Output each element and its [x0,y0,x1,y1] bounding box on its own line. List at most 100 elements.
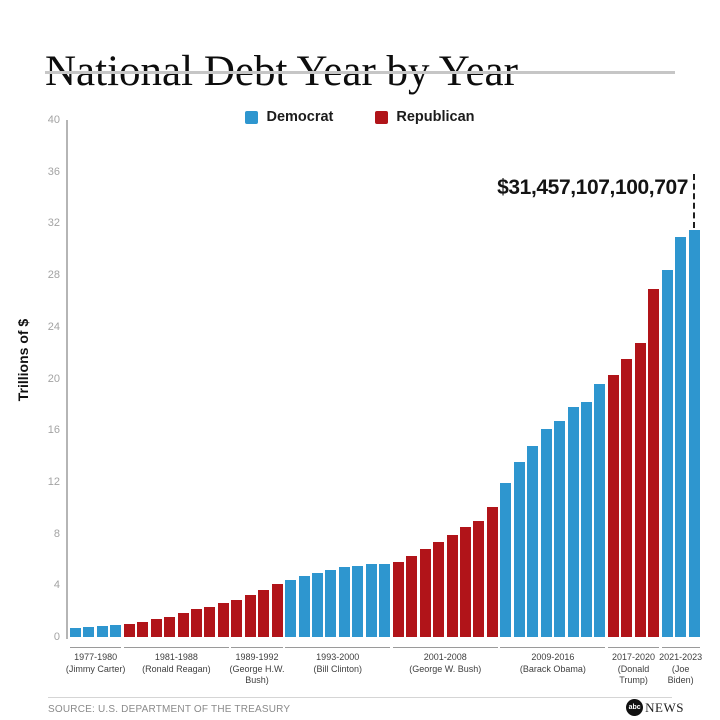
debt-bar [406,556,418,637]
group-underline [500,647,606,648]
y-axis-tick-label: 36 [47,165,60,178]
group-president: (George W. Bush) [409,663,482,674]
debt-bar [648,288,660,637]
group-label: 2001-2008 (George W. Bush) [409,652,481,675]
group-president: Bush) [245,675,269,685]
debt-bar [513,461,525,637]
debt-bar [137,622,149,637]
y-axis-title: Trillions of $ [15,318,31,402]
debt-bar [500,483,512,637]
debt-bar [473,520,485,637]
group-years: 2021-2023 [659,652,703,662]
group-underline [285,647,391,648]
group-years: 1989-1992 [235,652,279,662]
plot-area: 0 4 8 12 16 20 24 28 32 36 40 1977-1980 (Jimmy Cart… [48,114,702,685]
debt-bar [217,603,229,637]
debt-bar [298,576,310,637]
group-president: Trump) [619,675,648,685]
group-president: (Barack Obama) [519,663,586,674]
group-years: 2001-2008 [423,652,467,662]
debt-bar [661,269,673,637]
debt-bar [258,589,270,637]
footer-divider [48,697,672,698]
y-axis-tick-label: 20 [47,372,60,385]
y-axis-tick-label: 16 [47,424,60,437]
debt-bar [150,619,162,637]
group-label: 2017-2020 (Donald Trump) [612,652,655,687]
debt-bar [540,429,552,637]
debt-bar [191,609,203,637]
debt-bar [96,626,108,637]
debt-bar [446,534,458,637]
y-axis-tick-label: 28 [47,269,60,282]
debt-bar [83,626,95,637]
title-divider [45,71,675,74]
annotation-dashed-line [693,174,696,229]
group-years: 2009-2016 [531,652,575,662]
group-years: 1993-2000 [316,652,360,662]
group-underline [70,647,122,648]
debt-bar [312,572,324,637]
group-label: 1981-1988 (Ronald Reagan) [142,652,211,675]
group-years: 2017-2020 [612,652,656,662]
group-president: Biden) [667,675,694,685]
debt-bar [379,563,391,637]
y-axis-tick-label: 4 [53,579,60,592]
group-president: (Jimmy Carter) [65,663,126,674]
debt-bar [244,595,256,637]
debt-bar [675,237,687,637]
debt-bar [352,565,364,637]
group-president: (Bill Clinton) [313,663,362,674]
debt-bar [70,627,81,637]
debt-bar [338,567,350,637]
debt-bar [607,375,619,637]
debt-bar [204,606,216,637]
debt-bar [110,625,122,637]
debt-bar [580,402,592,637]
debt-bar [123,624,135,637]
group-label: 2021-2023 (Joe Biden) [659,652,702,687]
group-label: 1977-1980 (Jimmy Carter) [66,652,126,675]
debt-bar [164,616,176,637]
debt-bar [567,406,579,637]
y-axis-tick-label: 8 [53,527,60,540]
news-wordmark: NEWS [645,699,684,715]
group-label: 1989-1992 (George H.W. Bush) [230,652,285,687]
debt-bar [231,600,243,637]
debt-bar [459,527,471,637]
debt-bar [419,549,431,637]
group-label: 1993-2000 (Bill Clinton) [313,652,362,675]
debt-bar [527,445,539,637]
group-president: (Donald [617,663,650,674]
y-axis-tick-label: 0 [53,631,60,643]
legend-swatch-icon [245,110,259,124]
debt-bar [365,563,377,637]
debt-bar [285,580,297,637]
debt-bar [325,569,337,637]
abc-news-logo: abc NEWS [626,699,684,716]
abc-circle-icon: abc [626,699,644,716]
debt-bar [486,507,498,637]
debt-bar [621,358,633,637]
legend-label: Democrat [266,109,334,125]
legend-item-republican: Republican [375,109,475,125]
source-credit: SOURCE: U.S. DEPARTMENT OF THE TREASURY [48,704,291,715]
legend-item-democrat: Democrat [245,109,333,125]
y-axis-tick-label: 40 [47,114,60,126]
legend-label: Republican [396,109,475,125]
debt-bar [634,343,646,637]
debt-bar [177,613,189,637]
group-underline [392,647,498,648]
group-underline [607,647,660,648]
debt-bar [688,230,700,637]
group-label: 2009-2016 (Barack Obama) [520,652,586,675]
group-years: 1981-1988 [154,652,198,662]
group-underline [123,647,229,648]
legend-swatch-icon [375,110,389,124]
group-underline [661,647,700,648]
group-president: (Ronald Reagan) [142,663,211,674]
group-president: (Joe [671,663,690,674]
y-axis-tick-label: 24 [47,320,60,333]
group-underline [231,647,283,648]
